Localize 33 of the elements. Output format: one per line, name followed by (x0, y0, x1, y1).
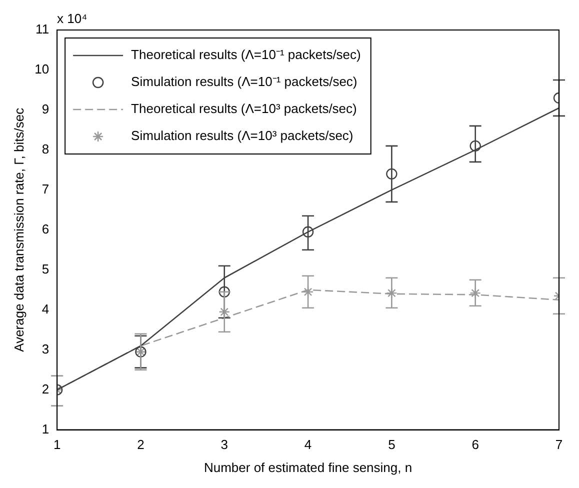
x-tick-label: 3 (220, 437, 228, 452)
y-tick-label: 1 (42, 421, 50, 436)
y-tick-label: 3 (42, 341, 50, 356)
x-tick-label: 6 (472, 437, 479, 452)
x-axis-title: Number of estimated fine sensing, n (204, 460, 412, 475)
legend-label: Simulation results (Λ=10⁻¹ packets/sec) (131, 74, 358, 90)
y-tick-label: 10 (34, 62, 50, 77)
legend-label: Theoretical results (Λ=10³ packets/sec) (131, 101, 357, 116)
point (302, 286, 314, 298)
point (302, 226, 314, 238)
y-tick-label: 7 (42, 182, 50, 196)
y-tick-label: 5 (42, 261, 50, 276)
y-tick-label: 11 (36, 22, 50, 37)
x-tick-label: 7 (555, 437, 563, 452)
y-tick-label: 9 (42, 102, 50, 117)
point (470, 287, 481, 299)
point (386, 287, 398, 299)
y-tick-label: 2 (42, 381, 50, 396)
x-tick-label: 1 (53, 437, 61, 452)
text: x 10⁴ (57, 11, 88, 26)
x-tick-label: 2 (137, 437, 144, 452)
y-tick-label: 6 (42, 221, 50, 236)
point (386, 168, 398, 180)
y-tick-label: 8 (42, 142, 50, 157)
x-tick-label: 4 (304, 437, 312, 452)
legend-label: Theoretical results (Λ=10⁻¹ packets/sec) (131, 47, 361, 62)
legend-label: Simulation results (Λ=10³ packets/sec) (131, 128, 354, 144)
y-tick-label: 4 (42, 301, 50, 316)
point (470, 140, 481, 152)
x-tick-label: 5 (388, 437, 396, 452)
point (218, 306, 230, 318)
point (218, 286, 230, 298)
y-axis-title: Average data transmission rate, Γ, bits/sec (11, 107, 26, 352)
